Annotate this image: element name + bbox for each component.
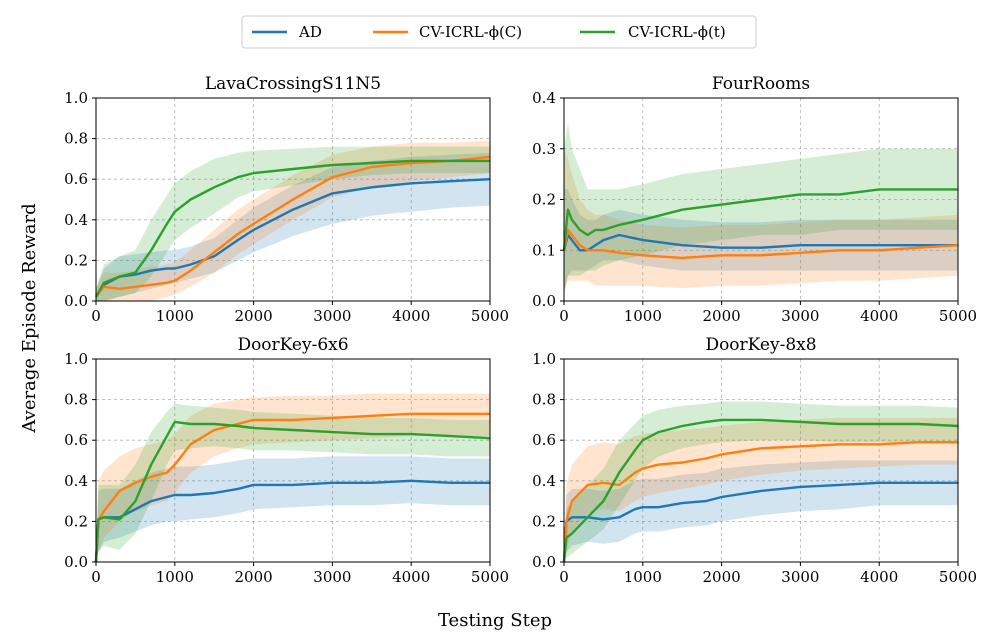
series-line-cv-icrl-c [95, 155, 491, 298]
series-line-cv-icrl-c [94, 412, 490, 563]
band-cv-icrl-t [564, 401, 958, 562]
x-tick-label: 4000 [860, 307, 898, 325]
panel-doorkey-6x6: DoorKey-6x6 0 1000 2000 3000 4000 5000 0.0 0.2 0.… [64, 335, 509, 586]
axes-frame [95, 97, 491, 302]
x-tick-label: 3000 [313, 568, 351, 586]
panel-title: DoorKey-6x6 [237, 335, 348, 355]
x-tick-label: 1000 [156, 568, 194, 586]
y-tick-label: 0.3 [532, 140, 556, 158]
x-tick-label: 2000 [235, 568, 273, 586]
x-tick-label: 0 [559, 568, 569, 586]
y-tick-label: 1.0 [532, 350, 556, 368]
band-cv-icrl-c [564, 148, 958, 291]
legend: AD CV-ICRL-ϕ(C) CV-ICRL-ϕ(t) [241, 15, 757, 49]
y-tick-label: 0.2 [532, 191, 556, 209]
band-cv-icrl-c [564, 417, 958, 562]
y-tick-label: 0.2 [64, 512, 88, 530]
legend-label-ad: AD [298, 23, 322, 41]
panel-doorkey-8x8: DoorKey-8x8 0 1000 2000 3000 4000 5000 0.0 0.2 0.… [532, 335, 977, 586]
y-tick-label: 0.4 [64, 211, 88, 229]
y-tick-label: 1.0 [64, 350, 88, 368]
y-tick-label: 0.0 [64, 553, 88, 571]
x-tick-label: 3000 [313, 307, 351, 325]
x-axis-label: Testing Step [438, 610, 552, 631]
x-tick-label: 0 [559, 307, 569, 325]
panel-lavacrossing: LavaCrossingS11N5 0 1000 2000 3000 4000 5000 0.… [64, 74, 509, 325]
y-tick-label: 0.8 [64, 391, 88, 409]
band-cv-icrl-t [564, 123, 958, 291]
panel-title: LavaCrossingS11N5 [205, 74, 381, 94]
x-tick-label: 5000 [939, 307, 977, 325]
x-tick-label: 3000 [781, 568, 819, 586]
band-cv-icrl-t [96, 146, 490, 301]
panel-title: DoorKey-8x8 [705, 335, 816, 355]
x-tick-label: 1000 [624, 307, 662, 325]
x-tick-label: 4000 [392, 307, 430, 325]
x-tick-label: 2000 [235, 307, 273, 325]
y-tick-label: 0.6 [532, 431, 556, 449]
y-tick-label: 0.0 [532, 292, 556, 310]
x-tick-label: 2000 [703, 568, 741, 586]
legend-label-cv-icrl-c: CV-ICRL-ϕ(C) [419, 23, 522, 41]
x-tick-label: 2000 [703, 307, 741, 325]
panel-title: FourRooms [712, 74, 810, 94]
x-tick-label: 0 [91, 307, 101, 325]
x-tick-label: 5000 [471, 307, 509, 325]
axes-frame [563, 358, 959, 563]
series-line-ad [94, 178, 491, 298]
y-tick-label: 0.2 [532, 512, 556, 530]
series-line-cv-icrl-t [562, 418, 959, 563]
band-cv-icrl-c [96, 393, 490, 562]
band-cv-icrl-c [96, 140, 490, 301]
y-tick-label: 1.0 [64, 89, 88, 107]
x-tick-label: 1000 [624, 568, 662, 586]
y-tick-label: 0.4 [532, 472, 556, 490]
panel-fourrooms: FourRooms 0 1000 2000 3000 4000 5000 0.0 0.1 0.2 0… [532, 74, 977, 325]
band-ad [564, 189, 958, 296]
y-tick-label: 0.6 [64, 170, 88, 188]
legend-label-cv-icrl-t: CV-ICRL-ϕ(t) [628, 23, 726, 41]
series-line-ad [94, 479, 490, 563]
x-tick-label: 0 [91, 568, 101, 586]
series-line-cv-icrl-t [94, 159, 490, 298]
y-tick-label: 0.6 [64, 431, 88, 449]
y-tick-label: 0.4 [532, 89, 556, 107]
band-ad [564, 460, 958, 562]
x-tick-label: 1000 [156, 307, 194, 325]
y-tick-label: 0.4 [64, 472, 88, 490]
series-line-cv-icrl-t [94, 420, 491, 563]
x-tick-label: 3000 [781, 307, 819, 325]
series-line-ad [562, 233, 958, 252]
x-tick-label: 5000 [471, 568, 509, 586]
legend-frame [241, 15, 757, 49]
axes-frame [95, 358, 491, 563]
x-tick-label: 5000 [939, 568, 977, 586]
y-tick-label: 0.8 [64, 130, 88, 148]
y-tick-label: 0.0 [64, 292, 88, 310]
y-tick-label: 0.8 [532, 391, 556, 409]
x-tick-label: 4000 [860, 568, 898, 586]
x-tick-label: 4000 [392, 568, 430, 586]
y-axis-label: Average Episode Reward [19, 203, 40, 433]
series-line-cv-icrl-t [562, 188, 958, 251]
y-tick-label: 0.0 [532, 553, 556, 571]
series-line-cv-icrl-c [562, 228, 959, 260]
y-tick-label: 0.1 [532, 241, 556, 259]
series-line-cv-icrl-c [562, 441, 958, 563]
y-tick-label: 0.2 [64, 251, 88, 269]
series-line-ad [562, 481, 958, 563]
